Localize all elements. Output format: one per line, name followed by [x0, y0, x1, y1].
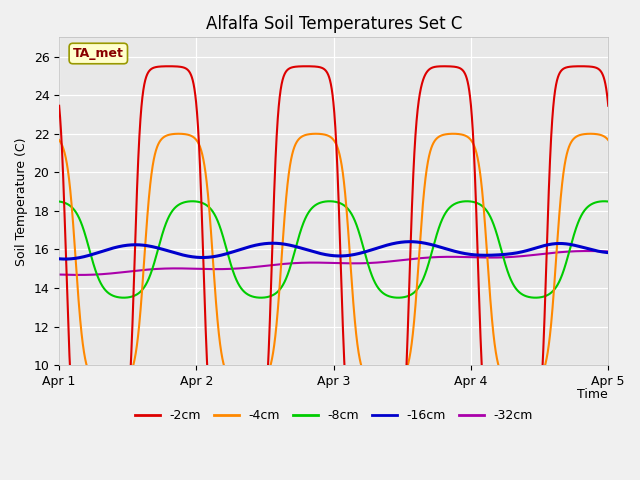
Text: Time: Time — [577, 388, 608, 401]
Y-axis label: Soil Temperature (C): Soil Temperature (C) — [15, 137, 28, 265]
Legend: -2cm, -4cm, -8cm, -16cm, -32cm: -2cm, -4cm, -8cm, -16cm, -32cm — [129, 404, 538, 427]
Title: Alfalfa Soil Temperatures Set C: Alfalfa Soil Temperatures Set C — [205, 15, 462, 33]
Text: TA_met: TA_met — [73, 47, 124, 60]
